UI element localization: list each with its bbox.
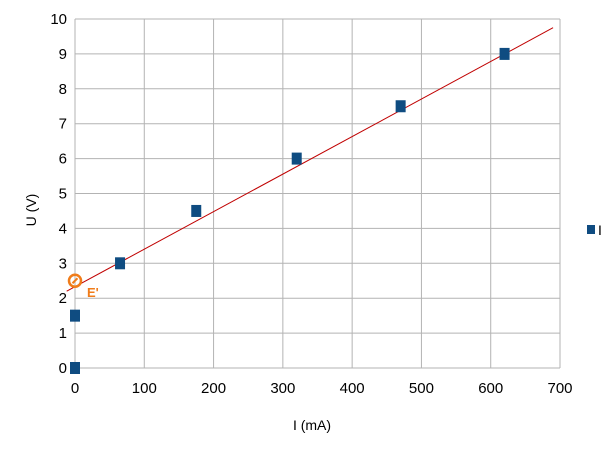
x-tick-label: 700 <box>547 380 572 397</box>
y-tick-label: 7 <box>59 116 67 133</box>
trendline-group <box>66 27 554 292</box>
grid <box>74 18 561 369</box>
y-tick-labels: 0 1 2 3 4 5 6 7 8 9 10 <box>50 11 67 377</box>
y-axis-label: U (V) <box>23 194 39 227</box>
y-tick-label: 4 <box>59 220 67 237</box>
y-tick-label: 0 <box>59 360 67 377</box>
data-point <box>115 257 126 270</box>
x-tick-label: 100 <box>132 380 157 397</box>
data-point <box>70 362 80 374</box>
y-tick-label: 5 <box>59 186 67 203</box>
annotation-marker <box>67 273 83 288</box>
annotations: E' <box>67 273 99 300</box>
x-tick-label: 400 <box>340 380 365 397</box>
x-tick-label: 300 <box>270 380 295 397</box>
legend-label: I <box>598 222 602 238</box>
x-tick-labels: 0 100 200 300 400 500 600 700 <box>71 380 573 397</box>
y-tick-label: 6 <box>59 151 67 168</box>
data-points <box>70 47 510 374</box>
y-tick-label: 8 <box>59 81 67 98</box>
legend: I <box>587 222 602 238</box>
annotation-label: E' <box>87 285 99 300</box>
y-tick-label: 3 <box>59 255 67 272</box>
x-tick-label: 500 <box>409 380 434 397</box>
x-axis-label: I (mA) <box>293 417 331 433</box>
legend-swatch <box>587 225 595 234</box>
data-point <box>395 100 406 113</box>
data-point <box>70 309 80 322</box>
x-tick-label: 600 <box>478 380 503 397</box>
y-tick-label: 1 <box>59 325 67 342</box>
y-tick-label: 2 <box>59 290 67 307</box>
trendline <box>66 27 554 292</box>
annotation-marker-slash <box>71 277 79 284</box>
x-tick-label: 200 <box>201 380 226 397</box>
data-point <box>291 152 302 165</box>
x-tick-label: 0 <box>71 380 79 397</box>
y-tick-label: 9 <box>59 46 67 63</box>
y-tick-label: 10 <box>50 11 67 28</box>
data-point <box>499 47 510 60</box>
data-point <box>191 204 202 217</box>
